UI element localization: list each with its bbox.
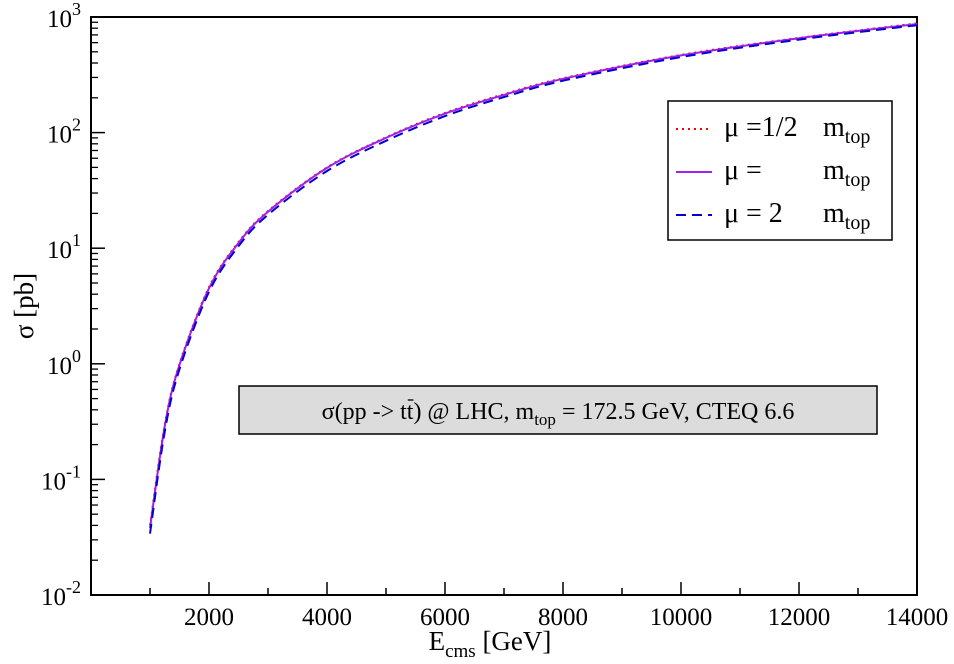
x-tick-label: 6000 <box>420 604 470 631</box>
legend-mu: μ = <box>724 155 762 186</box>
series-layer <box>149 22 918 534</box>
legend-m: mtop <box>823 198 870 234</box>
y-axis-title: σ [pb] <box>9 273 39 339</box>
legend-mu: μ =1/2 <box>724 112 798 143</box>
x-tick-label: 2000 <box>184 604 234 631</box>
legend-box <box>667 100 893 241</box>
y-tick-label: 10-1 <box>41 461 81 495</box>
series-line-1 <box>149 22 918 526</box>
y-tick-label: 102 <box>47 115 81 149</box>
annotation-text: σ(pp -> tt) @ LHC, mtop = 172.5 GeV, CTE… <box>322 399 795 429</box>
legend-m: mtop <box>823 112 870 148</box>
y-tick-label: 10-2 <box>41 577 81 611</box>
annotation-background <box>238 385 878 435</box>
y-tick-label: 101 <box>47 230 81 264</box>
legend-entry-2: μ = mtop <box>724 155 870 191</box>
x-tick-label: 4000 <box>302 604 352 631</box>
annotation-box: σ(pp -> tt) @ LHC, mtop = 172.5 GeV, CTE… <box>238 385 878 435</box>
legend-entry-3: μ = 2 mtop <box>724 198 870 234</box>
legend-entry-1: μ =1/2 mtop <box>724 112 870 148</box>
y-tick-label: 100 <box>47 346 81 380</box>
legend: μ =1/2 mtop μ = mtop μ = 2 mtop <box>667 100 893 241</box>
series-line-2 <box>149 23 918 529</box>
legend-mu: μ = 2 <box>724 198 783 229</box>
x-tick-label: 14000 <box>886 604 949 631</box>
y-axis: 10-2 10-1 100 101 102 103 <box>41 0 105 611</box>
y-tick-label: 103 <box>47 0 81 33</box>
series-line-3 <box>149 24 918 534</box>
x-tick-label: 8000 <box>538 604 588 631</box>
legend-m: mtop <box>823 155 870 191</box>
x-tick-label: 12000 <box>768 604 831 631</box>
x-axis-title: Ecms [GeV] <box>429 626 552 662</box>
x-tick-label: 10000 <box>650 604 713 631</box>
x-axis: 2000 4000 6000 8000 10000 12000 14000 <box>149 582 949 631</box>
